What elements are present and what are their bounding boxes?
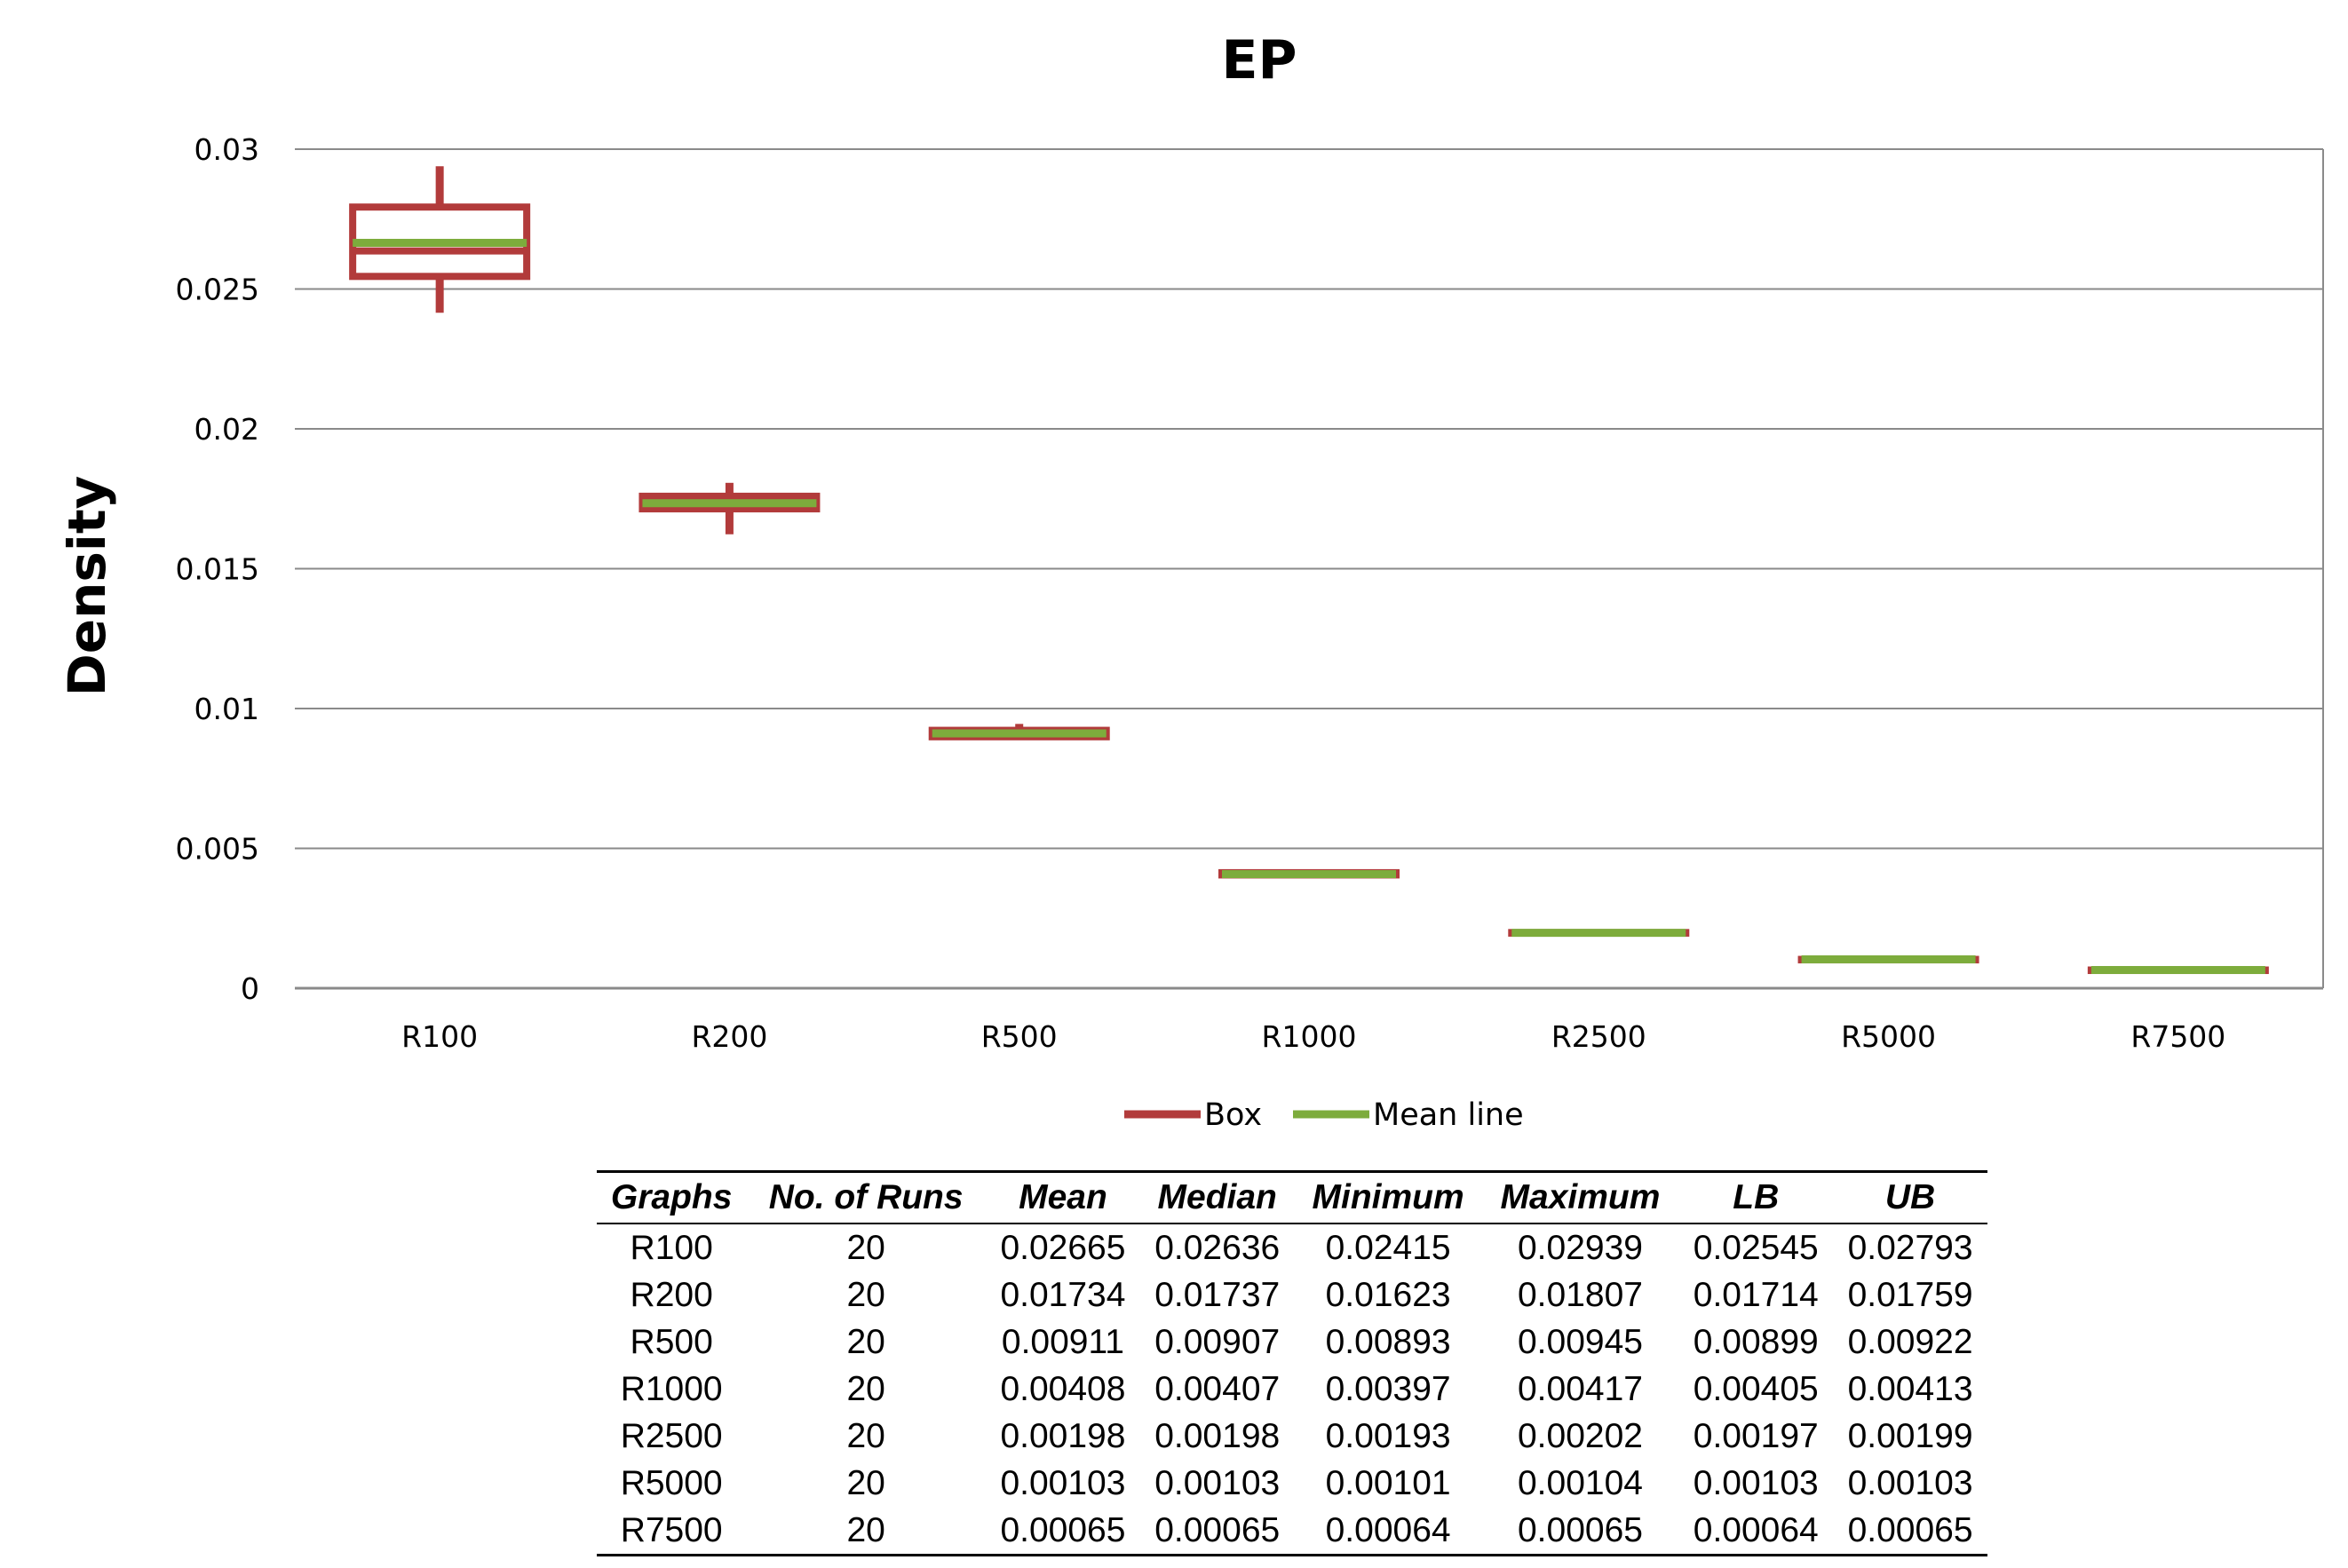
table-cell: 20 (846, 1228, 885, 1267)
table-cell: 0.02415 (1325, 1228, 1451, 1267)
chart-title: EP (1222, 29, 1297, 91)
x-tick-label: R500 (981, 1019, 1058, 1054)
table-row: R500 20 0.00911 0.00907 0.00893 0.00945 0.0089… (597, 1319, 1987, 1366)
table-cell: R200 (630, 1275, 713, 1314)
table-cell: R1000 (620, 1369, 723, 1408)
table-cell: 0.00103 (1000, 1463, 1126, 1502)
table-row: R200 20 0.01734 0.01737 0.01623 0.01807 0.0171… (597, 1271, 1987, 1319)
table-cell: R500 (630, 1322, 713, 1361)
legend: Box Mean line (1124, 1097, 1524, 1133)
table-cell: 0.01734 (1000, 1275, 1126, 1314)
table-cell: 20 (846, 1463, 885, 1502)
x-tick-label: R2500 (1551, 1019, 1646, 1054)
y-tick-label: 0 (241, 971, 259, 1006)
header-lb: LB (1678, 1170, 1834, 1224)
table-cell: 0.02793 (1847, 1228, 1973, 1267)
x-tick-label: R7500 (2130, 1019, 2225, 1054)
table-row: R1000 20 0.00408 0.00407 0.00397 0.00417 0.004… (597, 1366, 1987, 1413)
header-median: Median (1139, 1170, 1295, 1224)
legend-box-label: Box (1204, 1097, 1262, 1133)
x-tick-label: R200 (691, 1019, 767, 1054)
table-cell: 0.00101 (1325, 1463, 1451, 1502)
y-tick-label: 0.02 (194, 412, 259, 447)
table-cell: 0.00899 (1693, 1322, 1819, 1361)
table-cell: R5000 (620, 1463, 723, 1502)
table-cell: 0.01807 (1517, 1275, 1643, 1314)
y-tick-label: 0.01 (194, 692, 259, 726)
x-tick-label: R1000 (1262, 1019, 1357, 1054)
y-tick-label: 0.015 (176, 552, 259, 587)
table-cell: 0.00945 (1517, 1322, 1643, 1361)
x-tick-label: R100 (401, 1019, 478, 1054)
table-cell: 0.00199 (1847, 1416, 1973, 1455)
table-cell: 0.00103 (1847, 1463, 1973, 1502)
table-cell: 0.00193 (1325, 1416, 1451, 1455)
header-mean: Mean (986, 1170, 1140, 1224)
header-maximum: Maximum (1481, 1170, 1679, 1224)
table-cell: 0.00198 (1000, 1416, 1126, 1455)
table-cell: 0.00407 (1154, 1369, 1281, 1408)
table-row: R100 20 0.02665 0.02636 0.02415 0.02939 0.0254… (597, 1224, 1987, 1271)
table-cell: 0.00202 (1517, 1416, 1643, 1455)
table-row: R7500 20 0.00065 0.00065 0.00064 0.00065 0.000… (597, 1507, 1987, 1556)
table-cell: 20 (846, 1369, 885, 1408)
table-cell: 0.02665 (1000, 1228, 1126, 1267)
table-cell: 0.00064 (1294, 1507, 1482, 1556)
table-cell: 0.00104 (1517, 1463, 1643, 1502)
y-tick-label: 0.025 (176, 273, 259, 307)
table-cell: 0.00413 (1847, 1369, 1973, 1408)
table-cell: 20 (846, 1322, 885, 1361)
table-cell: 0.01759 (1847, 1275, 1973, 1314)
table-cell: 0.00197 (1693, 1416, 1819, 1455)
mean-line-series (353, 239, 2265, 975)
table-row: R5000 20 0.00103 0.00103 0.00101 0.00104 0.001… (597, 1460, 1987, 1507)
table-cell: 0.02545 (1693, 1228, 1819, 1267)
header-minimum: Minimum (1294, 1170, 1482, 1224)
y-tick-labels: 0 0.005 0.01 0.015 0.02 0.025 0.03 (176, 132, 259, 1006)
table-cell: 0.01737 (1154, 1275, 1281, 1314)
table-header-row: Graphs No. of Runs Mean Median Minimum M… (597, 1170, 1987, 1224)
x-tick-label: R5000 (1841, 1019, 1936, 1054)
y-axis-label: Density (57, 476, 117, 697)
y-tick-label: 0.03 (194, 132, 259, 167)
x-tick-labels: R100 R200 R500 R1000 R2500 R5000 R7500 (401, 1019, 2225, 1054)
table-cell: 0.00065 (1833, 1507, 1987, 1556)
table-cell: 0.00065 (1481, 1507, 1679, 1556)
table-cell: 0.00911 (1001, 1322, 1124, 1361)
table-cell: 0.02939 (1517, 1228, 1643, 1267)
gridlines (295, 148, 2324, 990)
table-cell: 0.00405 (1693, 1369, 1819, 1408)
table-cell: 0.00198 (1154, 1416, 1281, 1455)
header-runs: No. of Runs (746, 1170, 987, 1224)
table-cell: 0.00397 (1325, 1369, 1451, 1408)
table-cell: 0.00417 (1517, 1369, 1643, 1408)
table-cell: 0.01714 (1693, 1275, 1819, 1314)
box-plot-chart: EP Density 00.0050.010.0150.020.0250.03 … (57, 29, 2324, 1133)
table-cell: 0.01623 (1325, 1275, 1451, 1314)
table-cell: 0.00064 (1678, 1507, 1834, 1556)
table-cell: R2500 (620, 1416, 723, 1455)
y-tick-label: 0.005 (176, 832, 259, 867)
table-row: R2500 20 0.00198 0.00198 0.00193 0.00202 0.001… (597, 1413, 1987, 1460)
table-cell: 0.00893 (1325, 1322, 1451, 1361)
table-cell: 20 (846, 1416, 885, 1455)
table-cell: 0.00103 (1693, 1463, 1819, 1502)
table-cell: 0.00907 (1154, 1322, 1281, 1361)
table-cell: 0.00065 (986, 1507, 1140, 1556)
legend-mean-label: Mean line (1373, 1097, 1524, 1133)
header-ub: UB (1833, 1170, 1987, 1224)
table-cell: 0.00065 (1139, 1507, 1295, 1556)
table-cell: 0.02636 (1154, 1228, 1281, 1267)
statistics-table: Graphs No. of Runs Mean Median Minimum M… (597, 1170, 1987, 1556)
table-cell: 0.00922 (1847, 1322, 1973, 1361)
table-cell: 20 (846, 1275, 885, 1314)
table-cell: 0.00408 (1000, 1369, 1126, 1408)
table-cell: R100 (630, 1228, 713, 1267)
table-cell: 20 (746, 1507, 987, 1556)
table-cell: 0.00103 (1154, 1463, 1281, 1502)
header-graphs: Graphs (597, 1170, 747, 1224)
table-cell: R7500 (597, 1507, 747, 1556)
